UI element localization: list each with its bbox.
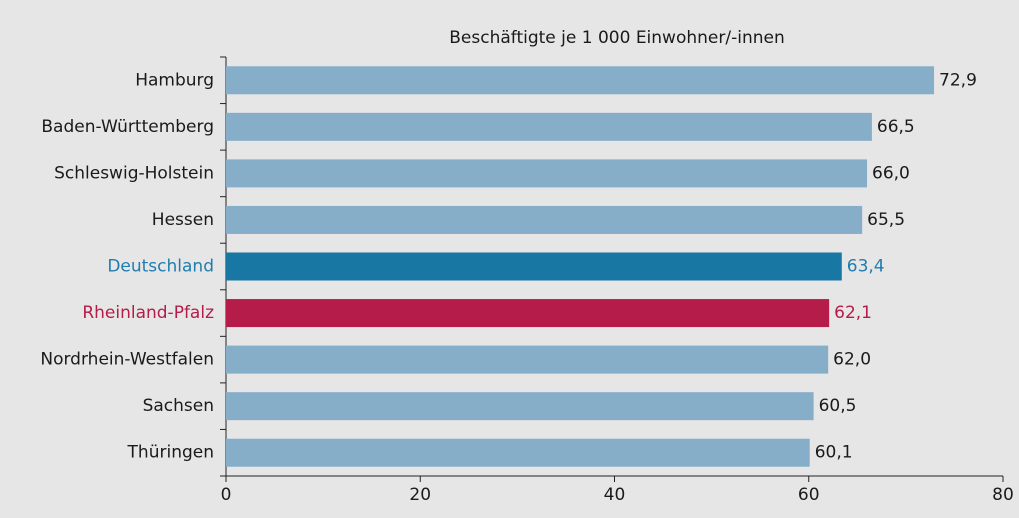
value-label: 60,1 <box>815 443 853 463</box>
x-tick-label: 20 <box>409 485 431 505</box>
value-label: 60,5 <box>819 396 857 416</box>
x-tick-label: 60 <box>798 485 820 505</box>
value-label: 62,1 <box>834 303 872 323</box>
y-tick-label: Nordrhein-Westfalen <box>40 350 214 370</box>
bar <box>226 299 830 328</box>
chart-title: Beschäftigte je 1 000 Einwohner/-innen <box>449 28 784 48</box>
y-tick-label: Thüringen <box>127 443 214 463</box>
y-tick-label: Deutschland <box>107 257 214 277</box>
bar <box>226 66 935 95</box>
x-tick-label: 0 <box>221 485 232 505</box>
value-label: 72,9 <box>939 70 977 90</box>
value-label: 62,0 <box>833 350 871 370</box>
y-tick-label: Sachsen <box>143 396 214 416</box>
bar <box>226 438 810 467</box>
x-tick-label: 80 <box>992 485 1014 505</box>
x-tick-label: 40 <box>604 485 626 505</box>
bar <box>226 112 872 141</box>
value-label: 66,0 <box>872 163 910 183</box>
value-label: 66,5 <box>877 117 915 137</box>
bar <box>226 345 829 374</box>
bar <box>226 159 868 188</box>
y-tick-label: Schleswig-Holstein <box>54 163 214 183</box>
bar <box>226 392 814 421</box>
y-tick-label: Hamburg <box>135 70 214 90</box>
value-label: 65,5 <box>867 210 905 230</box>
value-label: 63,4 <box>847 257 885 277</box>
bar <box>226 205 863 234</box>
y-tick-label: Hessen <box>152 210 214 230</box>
y-tick-label: Baden-Württemberg <box>41 117 214 137</box>
y-tick-label: Rheinland-Pfalz <box>82 303 214 323</box>
bar <box>226 252 842 281</box>
